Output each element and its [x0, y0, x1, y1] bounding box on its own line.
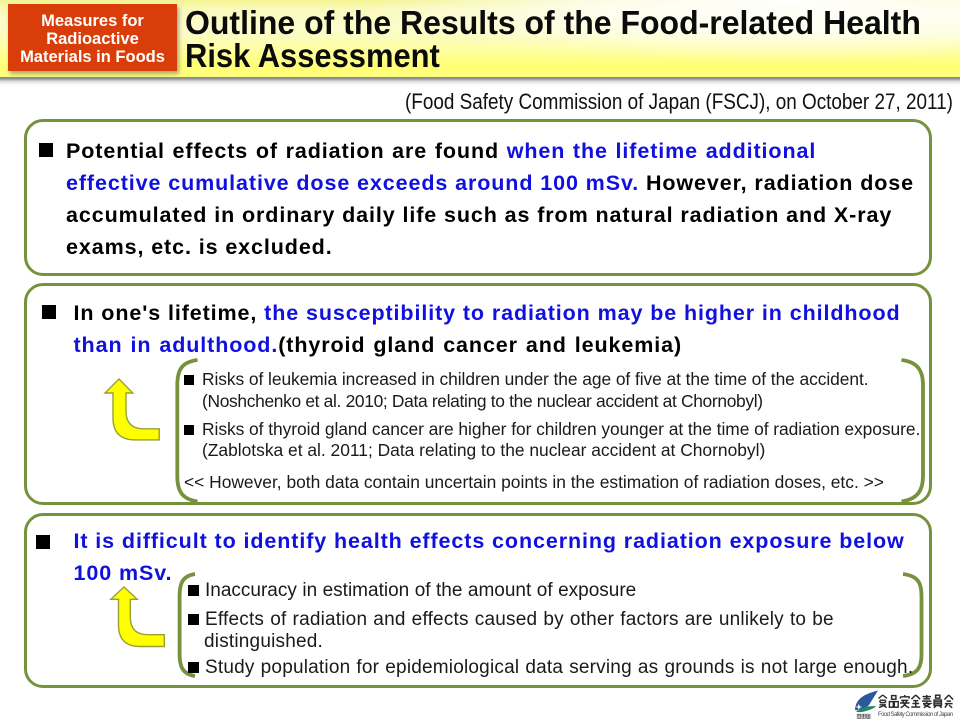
svg-text:Food Safety Commission of Japa: Food Safety Commission of Japan: [878, 712, 953, 718]
